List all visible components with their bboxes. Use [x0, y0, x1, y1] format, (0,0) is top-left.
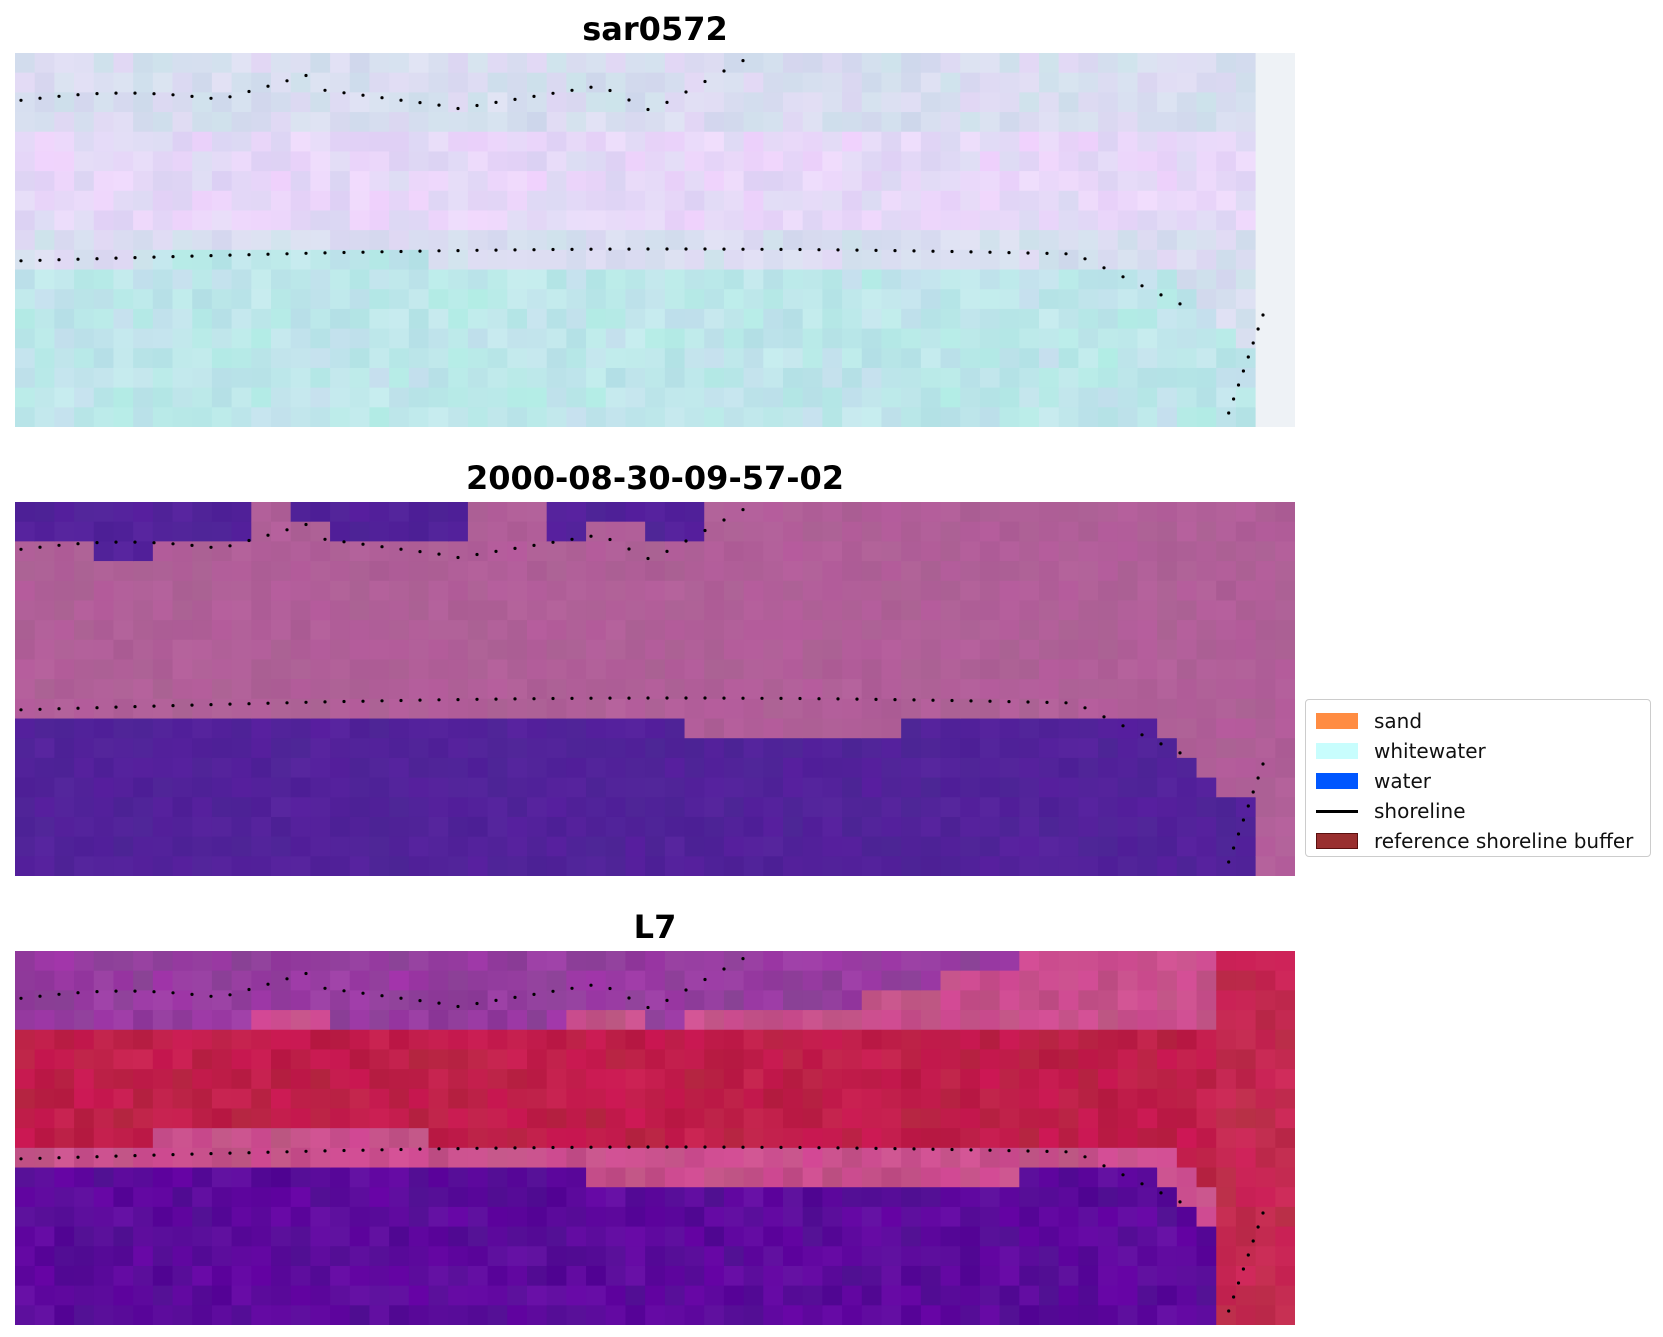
shoreline-dots: [19, 59, 1265, 415]
legend-label: reference shoreline buffer: [1374, 829, 1634, 853]
legend-label: water: [1374, 769, 1431, 793]
legend-label: sand: [1374, 709, 1423, 733]
legend-item-water: water: [1314, 766, 1642, 796]
sand-swatch: [1316, 713, 1358, 729]
rgb-image: [15, 951, 1295, 1325]
water-swatch: [1316, 773, 1358, 789]
classified-image-panel: [15, 502, 1295, 876]
shoreline-line-swatch: [1316, 809, 1358, 813]
panel-title-3: L7: [633, 908, 677, 946]
shoreline-dots: [19, 957, 1265, 1313]
legend-label: shoreline: [1374, 799, 1466, 823]
shoreline-dots: [19, 508, 1265, 864]
legend-item-reference-buffer: reference shoreline buffer: [1314, 826, 1642, 856]
sar-image-panel: [15, 53, 1295, 427]
legend-label: whitewater: [1374, 739, 1486, 763]
panel-title-2: 2000-08-30-09-57-02: [465, 459, 845, 497]
classified-image: [15, 502, 1295, 876]
legend-item-sand: sand: [1314, 706, 1642, 736]
legend-item-whitewater: whitewater: [1314, 736, 1642, 766]
sar-image: [15, 53, 1295, 427]
whitewater-swatch: [1316, 743, 1358, 759]
legend-item-shoreline: shoreline: [1314, 796, 1642, 826]
reference-buffer-swatch: [1316, 833, 1358, 849]
legend: sand whitewater water shoreline referenc…: [1305, 699, 1651, 857]
panel-title-1: sar0572: [582, 10, 728, 48]
rgb-image-panel: [15, 951, 1295, 1325]
